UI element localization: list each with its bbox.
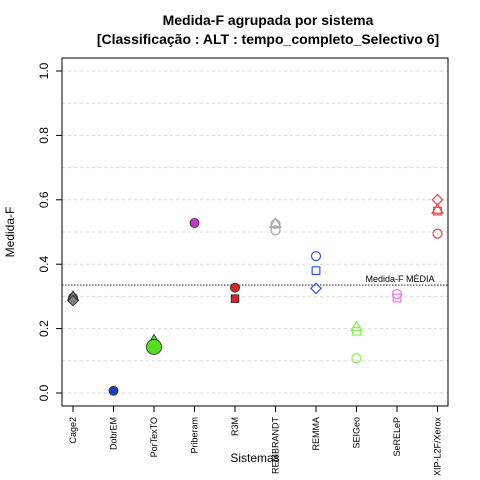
point-circle [270,225,281,236]
x-tick-label: Priberam [190,417,200,454]
x-tick-label: SEIGeo [352,417,362,449]
x-tick-label: SeRELeP [392,417,402,457]
point-square [230,294,240,303]
y-tick-label: 0.8 [37,127,51,144]
y-axis-label: Medida-F [3,207,17,258]
point-circle [432,228,443,239]
x-axis: Cage2 DobrEM PorTexTO Priberam R3M REMBRANDT R… [68,406,443,476]
point-diamond [67,294,79,307]
point-square [433,206,442,216]
point-square [392,293,402,303]
x-tick-label: DobrEM [109,417,119,450]
point-circle [310,251,322,262]
point-circle [391,289,403,300]
chart-title-line-1: Medida-F agrupada por sistema [163,12,374,28]
x-tick-label: REMBRANDT [271,417,281,475]
point-triangle [269,217,282,229]
point-circle [108,385,119,396]
y-tick-label: 0.0 [37,384,51,401]
point-circle [351,353,362,364]
x-tick-label: XIP-L2F/Xerox [433,417,443,477]
point-triangle [431,202,444,214]
chart-title-line-2: [Classificação : ALT : tempo_completo_Se… [97,31,439,47]
x-tick-label: R3M [230,417,240,436]
reference-line-group: Medida-F MÉDIA [62,274,448,287]
x-tick-label: REMMA [311,417,321,451]
y-tick-label: 0.4 [37,256,51,273]
y-tick-label: 0.6 [37,191,51,208]
point-circle [230,282,240,293]
grid [62,70,448,394]
point-circle [189,218,200,228]
point-circle [146,339,162,355]
point-circle [270,218,281,230]
plot-frame [61,57,449,407]
point-diamond [309,282,323,295]
y-axis: 0.0 0.2 0.4 0.6 0.8 1.0 [37,62,62,401]
x-axis-label: Sistemas [230,451,279,465]
point-triangle [350,320,363,332]
reference-line-label: Medida-F MÉDIA [365,274,434,284]
x-tick-label: Cage2 [68,417,78,444]
x-tick-label: PorTexTO [149,417,159,457]
y-tick-label: 1.0 [37,62,51,79]
point-square [311,266,321,276]
data-points [66,193,444,396]
y-tick-label: 0.2 [37,320,51,337]
point-square [352,326,361,336]
